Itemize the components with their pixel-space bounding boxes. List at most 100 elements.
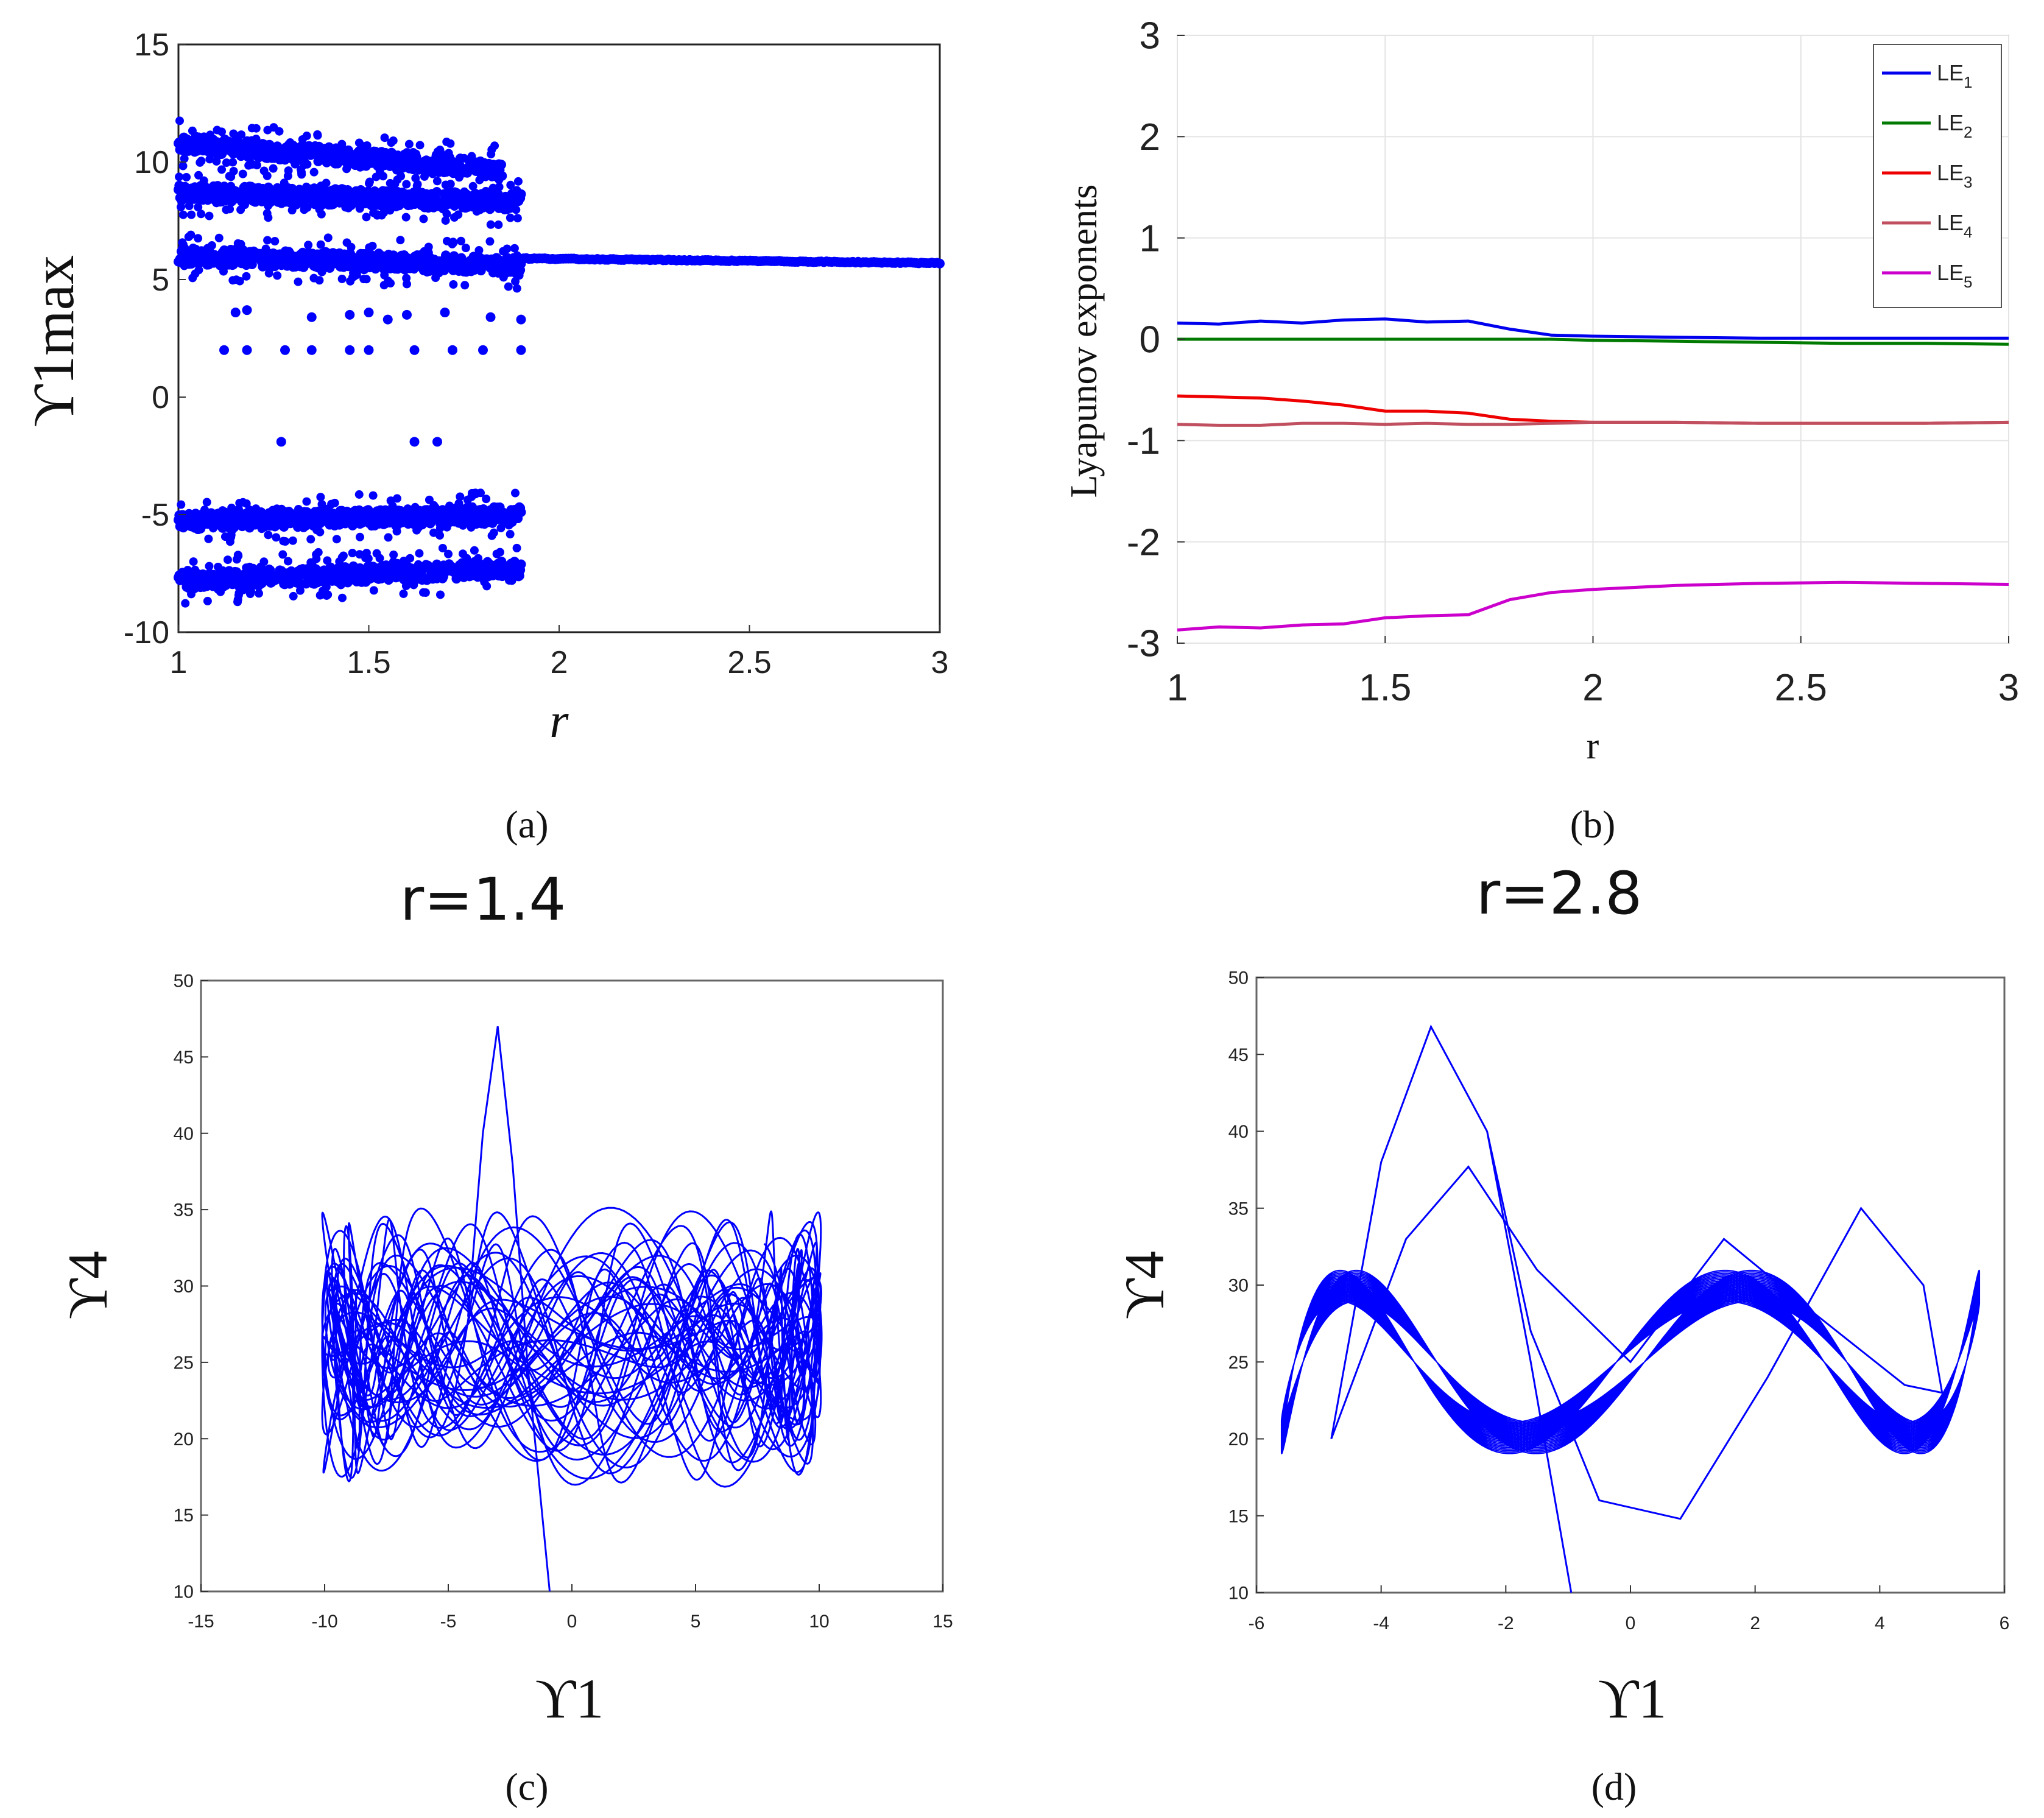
scatter-point	[440, 308, 450, 318]
scatter-point	[474, 563, 484, 573]
scatter-point	[369, 586, 378, 595]
scatter-point	[187, 590, 196, 599]
scatter-point	[402, 180, 411, 189]
scatter-point	[276, 437, 286, 447]
scatter-point	[332, 535, 341, 544]
scatter-point	[409, 345, 420, 355]
legend-label-sub: 4	[1964, 223, 1972, 241]
scatter-point	[257, 524, 266, 534]
scatter-point	[254, 589, 263, 598]
scatter-point	[212, 157, 221, 166]
legend-label-LE5: LE5	[1937, 260, 1973, 291]
y-axis-label-c: ϒ4	[57, 1251, 119, 1319]
scatter-point	[361, 554, 370, 563]
scatter-point	[386, 279, 395, 288]
scatter-point	[364, 308, 374, 318]
scatter-point	[217, 507, 226, 516]
scatter-point	[362, 576, 371, 585]
scatter-point	[379, 208, 389, 217]
scatter-point	[230, 308, 241, 318]
scatter-point	[348, 549, 357, 558]
legend-label-sub: 2	[1964, 123, 1972, 141]
scatter-point	[387, 138, 396, 147]
scatter-point	[404, 139, 414, 149]
scatter-point	[438, 543, 447, 552]
series-line-LE4	[1177, 420, 2009, 427]
scatter-point	[506, 213, 515, 222]
scatter-point	[412, 511, 421, 520]
scatter-point	[339, 156, 348, 165]
scatter-point	[420, 172, 429, 181]
scatter-point	[258, 573, 267, 582]
scatter-point	[347, 242, 356, 252]
scatter-point	[279, 537, 288, 546]
scatter-point	[432, 187, 442, 197]
scatter-point	[431, 273, 440, 283]
x-axis-label-d: ϒ1	[1598, 1668, 1666, 1730]
scatter-point	[449, 255, 458, 264]
scatter-point	[324, 254, 333, 263]
scatter-point	[460, 153, 469, 163]
scatter-point	[512, 284, 521, 293]
x-axis-label-c: ϒ1	[535, 1668, 604, 1730]
legend-label-LE4: LE4	[1937, 210, 1973, 241]
scatter-point	[485, 312, 496, 322]
scatter-point	[205, 211, 214, 220]
scatter-point	[236, 205, 245, 214]
scatter-point	[229, 129, 238, 138]
scatter-point	[180, 154, 189, 163]
y-tick-label: 0	[152, 380, 169, 415]
scatter-point	[323, 556, 332, 565]
x-tick-label: 1	[170, 645, 188, 680]
scatter-point	[289, 140, 298, 149]
scatter-point	[176, 255, 185, 264]
scatter-point	[242, 345, 252, 355]
y-tick-label: 35	[1228, 1199, 1249, 1219]
scatter-point	[301, 515, 310, 524]
scatter-point	[306, 558, 315, 567]
legend-label-main: LE	[1937, 60, 1964, 85]
scatter-point	[326, 149, 336, 158]
scatter-point	[482, 582, 492, 591]
scatter-point	[297, 170, 306, 179]
scatter-point	[379, 172, 388, 181]
scatter-point	[341, 515, 350, 524]
legend-label-main: LE	[1937, 160, 1964, 185]
scatter-point	[496, 523, 506, 532]
scatter-point	[283, 557, 292, 566]
scatter-point	[461, 560, 470, 569]
y-axis-label-b: Lyapunov exponents	[1063, 185, 1105, 498]
scatter-point	[382, 186, 391, 196]
y-axis-label-a: ϒ1max	[21, 255, 86, 428]
scatter-point	[432, 437, 442, 447]
scatter-point	[361, 147, 370, 156]
scatter-point	[472, 207, 481, 216]
scatter-point	[316, 493, 325, 502]
scatter-point	[456, 236, 465, 245]
trajectory-band-d	[1280, 1269, 1981, 1454]
scatter-point	[409, 580, 418, 590]
scatter-point	[356, 163, 365, 172]
scatter-point	[426, 513, 435, 522]
scatter-point	[239, 522, 248, 531]
scatter-point	[330, 517, 339, 526]
y-tick-label: 2	[1140, 116, 1160, 158]
scatter-point	[490, 259, 499, 269]
scatter-point	[225, 172, 234, 181]
panel-title-d: r=2.8	[1476, 859, 1643, 928]
scatter-point	[263, 125, 272, 135]
tick-labels-c: -15 -10 -5 0 5 10 15 50 45 40 35 30 25 20 15 10	[174, 971, 953, 1632]
scatter-point	[238, 169, 247, 178]
x-axis-label-a: r	[549, 694, 569, 748]
scatter-point	[431, 150, 440, 160]
scatter-point	[311, 250, 320, 259]
scatter-point	[448, 238, 457, 247]
legend-label-LE1: LE1	[1937, 60, 1973, 91]
x-tick-label: 1	[1167, 667, 1188, 709]
y-tick-label: 10	[1228, 1584, 1249, 1604]
scatter-point	[468, 502, 477, 511]
scatter-point	[506, 180, 515, 189]
scatter-point	[935, 258, 945, 269]
scatter-point	[305, 149, 314, 158]
